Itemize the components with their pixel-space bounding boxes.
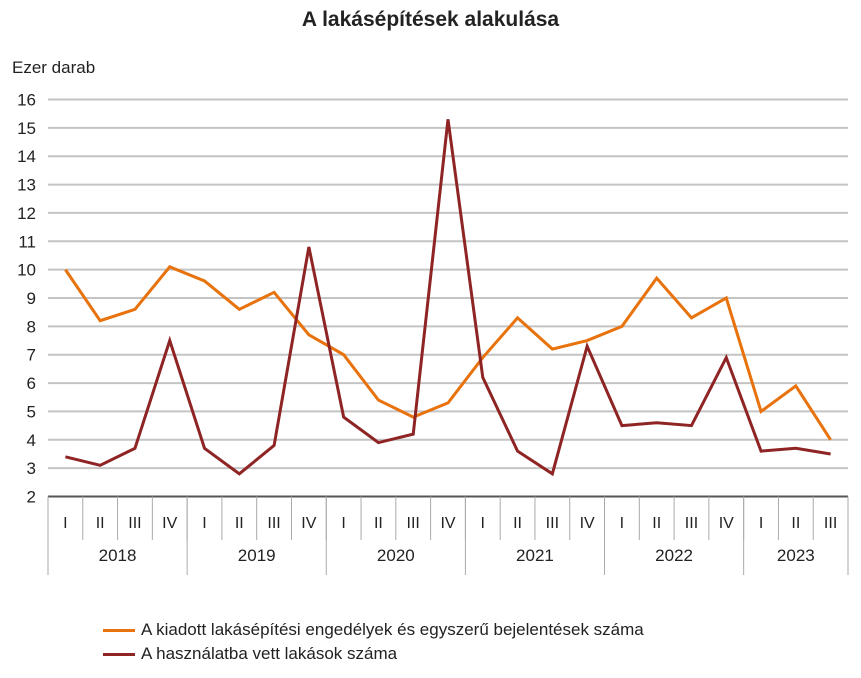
x-tick-label: I	[202, 515, 206, 532]
x-tick-label: III	[407, 515, 420, 532]
x-tick-label: IV	[580, 515, 595, 532]
x-tick-label: IV	[162, 515, 177, 532]
x-tick-label: II	[513, 515, 522, 532]
x-tick-label: III	[128, 515, 141, 532]
y-tick-label: 9	[27, 289, 36, 308]
year-label: 2018	[99, 546, 137, 565]
y-tick-label: 12	[17, 204, 36, 223]
y-tick-label: 10	[17, 261, 36, 280]
year-label: 2020	[377, 546, 415, 565]
y-tick-label: 5	[27, 402, 36, 421]
x-tick-label: I	[481, 515, 485, 532]
x-tick-label: I	[620, 515, 624, 532]
y-tick-label: 6	[27, 374, 36, 393]
x-tick-label: IV	[440, 515, 455, 532]
legend-label: A használatba vett lakások száma	[141, 644, 398, 663]
y-tick-label: 3	[27, 459, 36, 478]
x-tick-label: III	[546, 515, 559, 532]
y-tick-label: 2	[27, 488, 36, 507]
x-tick-label: II	[791, 515, 800, 532]
x-tick-label: IV	[301, 515, 316, 532]
x-tick-label: II	[96, 515, 105, 532]
x-tick-label: II	[652, 515, 661, 532]
y-tick-label: 14	[17, 147, 36, 166]
year-label: 2021	[516, 546, 554, 565]
x-tick-label: II	[374, 515, 383, 532]
y-tick-label: 8	[27, 317, 36, 336]
y-axis-label: Ezer darab	[12, 58, 96, 77]
x-tick-label: III	[685, 515, 698, 532]
legend-item-completed: A használatba vett lakások száma	[103, 644, 397, 664]
y-tick-label: 4	[27, 431, 36, 450]
year-label: 2022	[655, 546, 693, 565]
y-tick-label: 15	[17, 119, 36, 138]
y-tick-label: 11	[18, 232, 36, 251]
x-tick-label: III	[824, 515, 837, 532]
x-tick-label: II	[235, 515, 244, 532]
x-tick-label: I	[63, 515, 67, 532]
y-tick-label: 16	[17, 91, 36, 110]
chart-title: A lakásépítések alakulása	[301, 8, 560, 31]
legend-swatch	[103, 628, 135, 632]
x-tick-label: I	[341, 515, 345, 532]
x-tick-label: I	[759, 515, 763, 532]
legend-label: A kiadott lakásépítési engedélyek és egy…	[141, 620, 644, 639]
series-line-1	[64, 264, 832, 441]
year-label: 2023	[777, 546, 815, 565]
y-tick-label: 7	[27, 346, 36, 365]
y-tick-label: 13	[17, 176, 36, 195]
legend-swatch	[103, 652, 135, 656]
year-label: 2019	[238, 546, 276, 565]
x-tick-label: III	[267, 515, 280, 532]
x-tick-label: IV	[719, 515, 734, 532]
series-line-2	[65, 119, 831, 477]
legend-item-permits: A kiadott lakásépítési engedélyek és egy…	[103, 620, 644, 640]
